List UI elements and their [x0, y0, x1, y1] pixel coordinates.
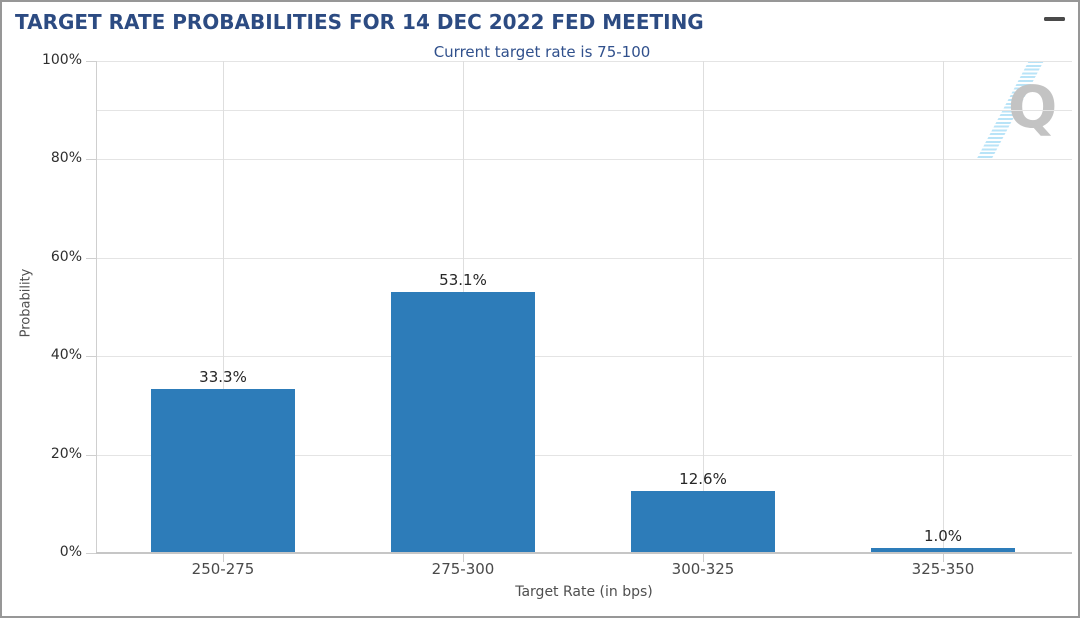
bar-value-label: 33.3% [199, 368, 247, 387]
x-tick-mark [223, 553, 224, 562]
y-tick-label: 20% [50, 445, 82, 462]
x-axis-line [96, 552, 1072, 554]
x-tick-mark [943, 553, 944, 562]
hamburger-bar [1044, 17, 1065, 21]
bar-250-275[interactable] [151, 389, 295, 553]
bar-value-label: 1.0% [923, 527, 963, 546]
y-tick-label: 100% [41, 52, 82, 68]
y-axis-title: Probability [18, 268, 34, 338]
gridline-horizontal [96, 257, 1072, 259]
x-tick-label: 275-300 [431, 560, 495, 578]
y-tick-mark [86, 61, 96, 62]
bar-value-label: 12.6% [679, 470, 727, 488]
bar-325-350[interactable] [871, 548, 1015, 553]
quikstrike-logo: Q [1008, 73, 1058, 141]
y-tick-mark [86, 356, 96, 358]
y-axis-line [96, 61, 97, 553]
x-tick-label: 325-350 [911, 560, 975, 578]
y-tick-label: 80% [50, 150, 82, 167]
bar-275-300[interactable] [391, 291, 535, 553]
page-title: TARGET RATE PROBABILITIES FOR 14 DEC 202… [15, 10, 704, 34]
y-tick-label: 0% [59, 544, 82, 560]
bar-value-label: 53.1% [439, 270, 487, 289]
menu-button[interactable] [1044, 17, 1068, 41]
gridline-horizontal [96, 159, 1072, 161]
x-axis-title: Target Rate (in bps) [515, 584, 653, 600]
gridline-horizontal [96, 61, 1072, 62]
gridline-horizontal [96, 454, 1072, 456]
y-tick-mark [86, 553, 96, 554]
x-tick-mark [703, 553, 704, 562]
y-tick-label: 40% [50, 347, 82, 364]
gridline-vertical [943, 61, 944, 553]
y-tick-label: 60% [50, 248, 82, 265]
y-tick-mark [86, 454, 96, 456]
chart-subtitle: Current target rate is 75-100 [433, 43, 651, 61]
y-tick-mark [86, 159, 96, 161]
gridline-horizontal [96, 356, 1072, 358]
x-tick-label: 250-275 [191, 560, 255, 578]
gridline-vertical [223, 61, 224, 553]
bar-300-325[interactable] [631, 491, 775, 553]
gridline-horizontal [96, 110, 1072, 112]
x-tick-mark [463, 553, 464, 562]
y-tick-mark [86, 257, 96, 259]
x-tick-label: 300-325 [671, 560, 735, 578]
gridline-vertical [703, 61, 704, 553]
